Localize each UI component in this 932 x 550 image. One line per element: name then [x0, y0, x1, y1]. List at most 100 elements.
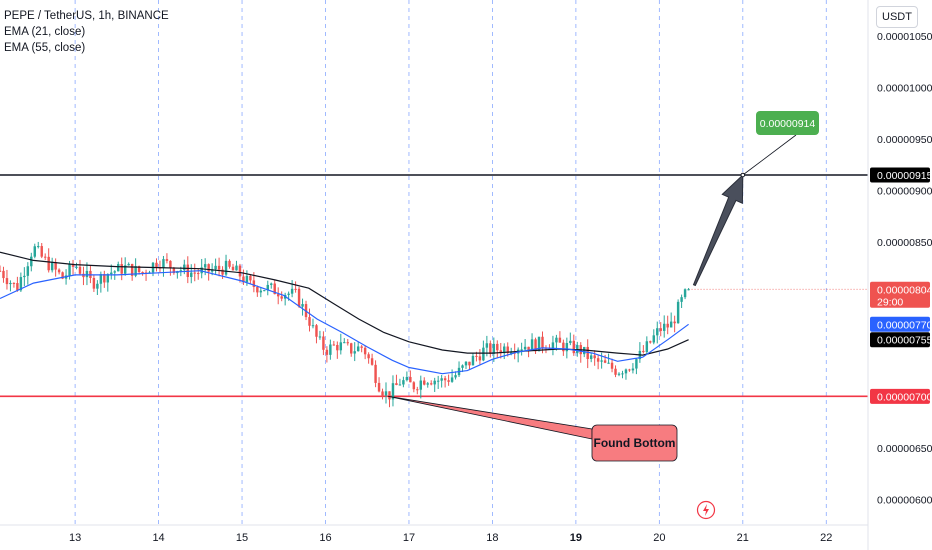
ema-21-value-tag [870, 316, 930, 332]
price-tick-label: 0.00001000 [877, 83, 932, 95]
candle-body [266, 284, 269, 291]
candle-body [436, 380, 440, 382]
candle-body [576, 345, 579, 354]
candle-body [179, 270, 183, 272]
symbol-title[interactable]: PEPE / TetherUS, 1h, BINANCE [4, 10, 169, 22]
candle-body [471, 355, 475, 366]
candle-body [631, 368, 635, 371]
candle-body [197, 273, 200, 275]
candle-body [381, 391, 384, 396]
candle-body [558, 337, 562, 343]
candle-body [367, 354, 370, 359]
price-tick-label: 0.00000650 [877, 443, 932, 455]
candle-body [71, 263, 75, 267]
candle-body [224, 260, 228, 275]
candle-body [551, 342, 555, 349]
target-box [756, 111, 819, 135]
candle-body [0, 270, 2, 272]
candle-body [652, 335, 655, 343]
candle-body [350, 343, 353, 354]
candle-body [294, 288, 297, 290]
candle-body [329, 344, 332, 355]
candle-body [666, 323, 669, 328]
candle-body [388, 391, 391, 400]
ema-21-label[interactable]: EMA (21, close) [4, 26, 86, 38]
candle-body [336, 344, 339, 351]
candle-body [600, 360, 603, 362]
time-tick-label: 13 [69, 532, 81, 544]
candle-body [617, 373, 621, 375]
candle-body [322, 336, 325, 350]
candle-body [172, 267, 176, 274]
candle-body [332, 344, 336, 346]
candle-body [454, 375, 457, 378]
candle-body [443, 378, 447, 381]
candle-body [624, 369, 628, 374]
candle-body [238, 265, 242, 277]
candle-body [123, 265, 127, 274]
candle-body [85, 270, 89, 278]
candle-body [256, 286, 259, 293]
candle-body [687, 289, 690, 291]
candle-body [402, 380, 405, 385]
candle-body [610, 362, 614, 369]
target-arrow [692, 173, 744, 287]
candle-body [5, 278, 9, 285]
candle-body [311, 325, 315, 327]
candle-body [113, 271, 116, 273]
time-tick-label: 16 [319, 532, 331, 544]
candle-body [384, 391, 388, 396]
candle-body [503, 346, 506, 354]
candle-body [40, 246, 43, 257]
candle-body [586, 346, 589, 359]
candle-body [614, 368, 617, 375]
candle-body [259, 290, 263, 293]
candle-body [391, 383, 395, 400]
candle-body [54, 262, 57, 270]
candle-body [280, 296, 283, 299]
candle-body [37, 246, 40, 248]
candle-body [659, 328, 662, 331]
candle-body [450, 377, 454, 382]
candle-body [603, 360, 607, 363]
candle-body [137, 266, 141, 273]
candle-body [356, 346, 360, 352]
price-tick-label: 0.00000950 [877, 134, 932, 146]
ema-21-line [0, 270, 689, 375]
ema-55-value-label: 0.00000755 [877, 335, 932, 347]
level-layer [0, 174, 868, 398]
ema-55-label[interactable]: EMA (55, close) [4, 42, 86, 54]
price-axis-bg [868, 0, 932, 550]
candle-body [541, 336, 544, 348]
candle-body [555, 337, 558, 343]
candle-body [103, 274, 106, 283]
candle-body [47, 256, 50, 271]
candle-body [127, 263, 130, 266]
candle-body [676, 301, 680, 324]
candle-body [419, 380, 423, 390]
price-tick-label: 0.00000900 [877, 185, 932, 197]
candle-body [374, 364, 377, 383]
time-tick-label: 19 [570, 532, 582, 544]
ema-21-value-label: 0.00000770 [877, 319, 932, 331]
candle-body [499, 350, 502, 354]
candle-body [589, 355, 593, 359]
resistance-label: 0.00000915 [877, 170, 932, 182]
candle-body [297, 288, 301, 307]
candle-body [26, 266, 30, 276]
candle-body [287, 293, 290, 295]
candle-body [680, 297, 683, 302]
candle-body [30, 256, 33, 267]
lightning-icon[interactable] [696, 500, 716, 520]
price-unit-button[interactable]: USDT [876, 6, 918, 28]
time-tick-label: 22 [820, 532, 832, 544]
candle-body [489, 343, 492, 354]
candle-body [228, 260, 231, 267]
candle-body [183, 264, 186, 271]
candle-body [628, 369, 631, 371]
candle-body [2, 270, 5, 279]
candle-body [669, 321, 673, 328]
